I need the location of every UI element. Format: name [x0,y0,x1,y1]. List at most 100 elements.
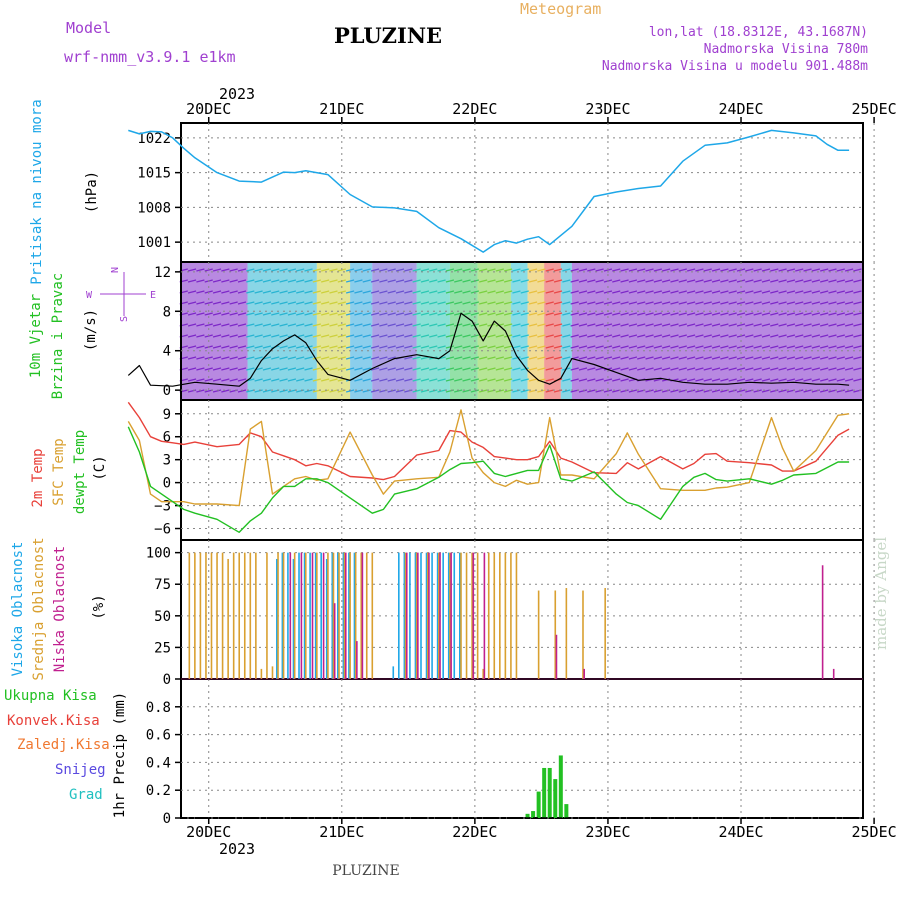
wind-arrow [354,334,363,338]
precip-bar [547,767,552,818]
wind-arrow [271,367,280,371]
wind-arrow [703,323,712,327]
wind-arrow [587,367,596,371]
wind-arrow [711,279,721,283]
wind-arrow [412,268,421,272]
wind-arrow [720,290,729,294]
wind-arrow [553,334,563,338]
wind-arrow [678,334,687,338]
wind-arrow [221,301,230,305]
wind-arrow [429,367,438,371]
wind-arrow [620,268,629,272]
wind-arrow [820,290,829,294]
wind-arrow [503,367,513,371]
wind-arrow [653,345,662,349]
wind-arrow [262,312,272,316]
wind-arrow [562,345,571,349]
wind-arrow [711,367,721,371]
wind-arrow [262,345,272,349]
wind-arrow [487,345,496,349]
wind-arrow [662,279,671,283]
wind-arrow [578,389,588,393]
wind-arrow [786,334,796,338]
wind-arrow [662,301,671,305]
wind-arrow [445,301,455,305]
wind-arrow [221,279,230,283]
wind-arrow [628,389,638,393]
wind-arrow [312,301,321,305]
wind-arrow [221,312,230,316]
wind-arrow [329,268,338,272]
wind-arrow [495,301,504,305]
wind-arrow [587,290,596,294]
temp-unit: (C) [92,455,108,480]
wind-arrow [778,301,787,305]
wind-arrow [495,290,504,294]
wind-arrow [703,345,712,349]
wind-arrow [204,378,213,382]
wind-arrow [820,301,829,305]
wind-arrow [553,367,563,371]
model-name: wrf-nmm_v3.9.1 e1km [64,48,236,66]
wind-arrow [811,323,821,327]
wind-arrow [695,389,704,393]
wind-arrow [312,279,321,283]
wind-arrow [454,301,463,305]
wind-arrow [370,356,380,360]
wind-arrow [196,334,205,338]
wind-arrow [329,312,338,316]
wind-arrow [262,279,272,283]
wind-arrow [662,367,671,371]
wind-arrow [212,356,222,360]
wind-field-band-9 [527,263,545,399]
wind-arrow [545,279,554,283]
wind-arrow [836,367,845,371]
wind-arrow [770,279,779,283]
wind-arrow [329,356,338,360]
wind-arrow [379,323,388,327]
wind-arrow [287,268,297,272]
wind-arrow [454,367,463,371]
wind-arrow [578,323,588,327]
wind-arrow [587,356,596,360]
day-label-bottom: 21DEC [319,823,364,841]
wind-arrow [354,367,363,371]
wind-arrow [503,301,513,305]
wind-arrow [387,334,396,338]
wind-arrow [321,301,330,305]
wind-arrow [487,301,496,305]
wind-arrow [786,367,796,371]
wind-arrow [437,279,446,283]
wind-arrow [287,279,297,283]
wind-arrow [844,367,854,371]
wind-arrow [296,290,305,294]
precip-bar [558,755,563,818]
wind-arrow [420,301,430,305]
wind-field-band-11 [560,263,572,399]
wind-arrow [445,345,455,349]
wind-arrow [495,367,504,371]
wind-arrow [520,290,529,294]
wind-arrow [271,323,280,327]
wind-arrow [562,290,571,294]
wind-arrow [795,378,804,382]
wind-arrow [354,279,363,283]
wind-arrow [271,279,280,283]
compass-s: S [119,316,130,322]
wind-arrow [354,323,363,327]
wind-arrow [628,345,638,349]
wind-arrow [287,378,297,382]
wind-arrow [587,323,596,327]
wind-arrow [345,312,355,316]
elevation-label: Nadmorska Visina 780m [704,42,869,57]
wind-speed-line [127,312,850,387]
wind-arrow [337,323,346,327]
wind-arrow [803,356,812,360]
wind-field-band-8 [510,263,528,399]
wind-arrow [770,301,779,305]
wind-arrow [420,334,430,338]
wind-arrow [212,312,222,316]
wind-arrow [296,367,305,371]
temp-label-sfc: SFC Temp [51,438,67,505]
wind-arrow [204,312,213,316]
